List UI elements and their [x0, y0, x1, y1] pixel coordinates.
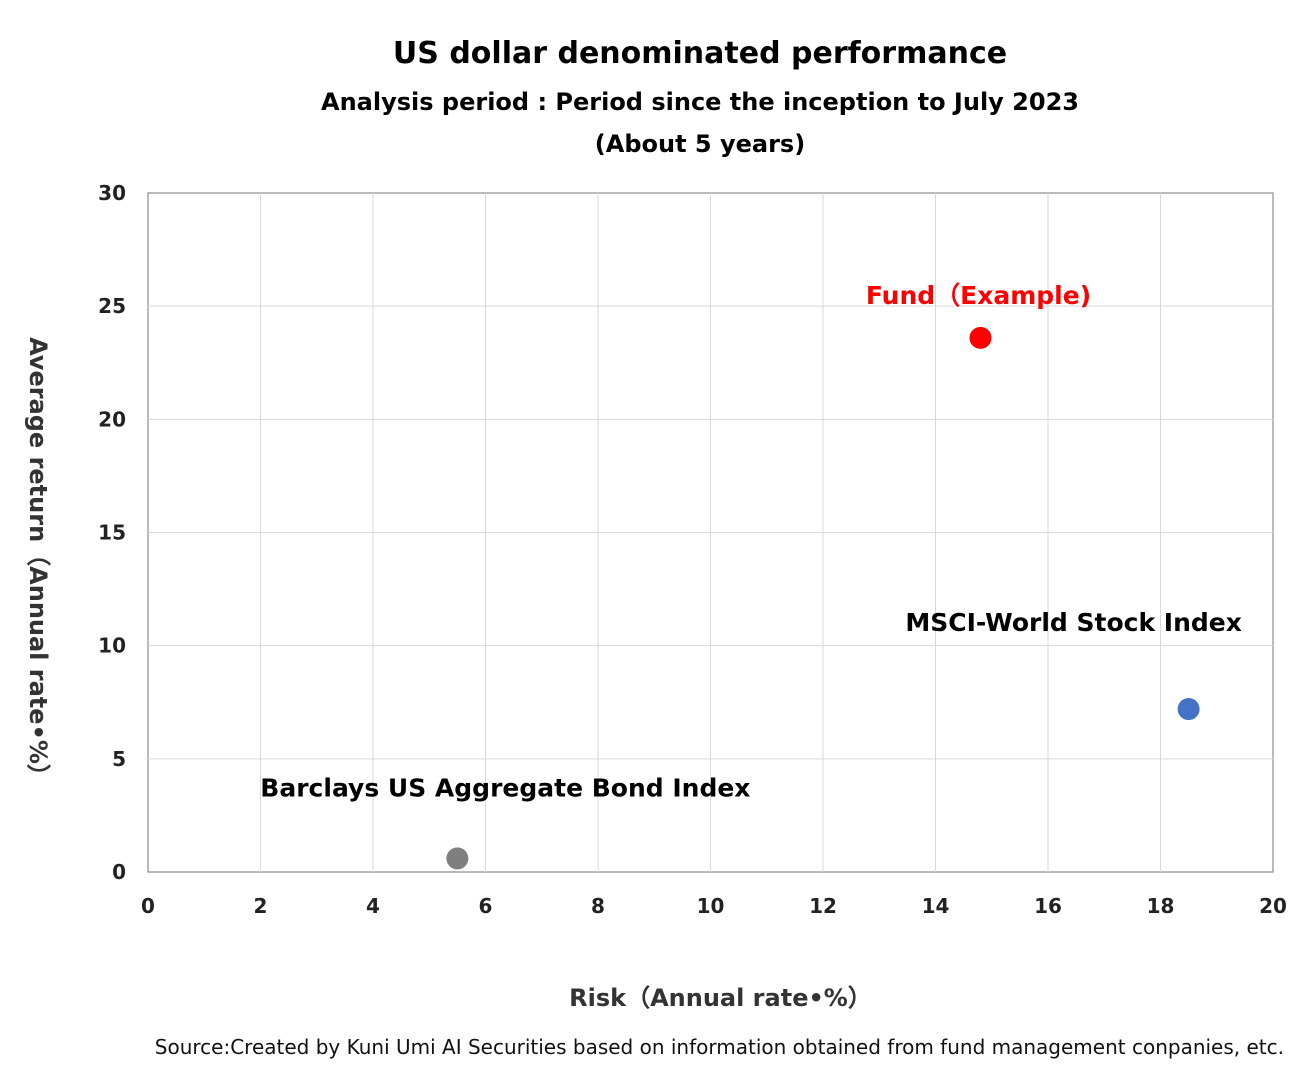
chart-subtitle-period: (About 5 years): [594, 130, 806, 158]
data-point-label: MSCI-World Stock Index: [905, 608, 1242, 637]
y-tick-label: 25: [98, 294, 126, 318]
x-axis-title: Risk（Annual rate•%）: [569, 984, 872, 1012]
x-tick-label: 12: [809, 894, 837, 918]
x-tick-label: 4: [366, 894, 380, 918]
y-tick-label: 5: [112, 747, 126, 771]
y-tick-label: 30: [98, 181, 126, 205]
y-tick-label: 15: [98, 521, 126, 545]
x-tick-label: 18: [1147, 894, 1175, 918]
data-point: [446, 847, 469, 870]
data-point: [969, 326, 992, 349]
chart-title: US dollar denominated performance: [392, 36, 1008, 71]
x-tick-label: 16: [1034, 894, 1062, 918]
chart-subtitle: Analysis period : Period since the incep…: [321, 88, 1079, 116]
y-tick-label: 20: [98, 407, 126, 431]
x-tick-label: 20: [1259, 894, 1287, 918]
x-tick-label: 14: [922, 894, 950, 918]
x-tick-label: 10: [697, 894, 725, 918]
x-tick-label: 0: [141, 894, 155, 918]
source-note: Source:Created by Kuni Umi AI Securities…: [154, 1035, 1284, 1059]
y-tick-label: 10: [98, 634, 126, 658]
y-tick-label: 0: [112, 860, 126, 884]
data-point-label: Fund（Example): [866, 281, 1091, 310]
x-tick-label: 6: [479, 894, 493, 918]
y-axis-title: Average return（Annual rate•%）: [24, 337, 52, 788]
data-point: [1177, 698, 1200, 721]
x-tick-label: 2: [254, 894, 268, 918]
x-tick-label: 8: [591, 894, 605, 918]
data-point-label: Barclays US Aggregate Bond Index: [260, 773, 750, 802]
